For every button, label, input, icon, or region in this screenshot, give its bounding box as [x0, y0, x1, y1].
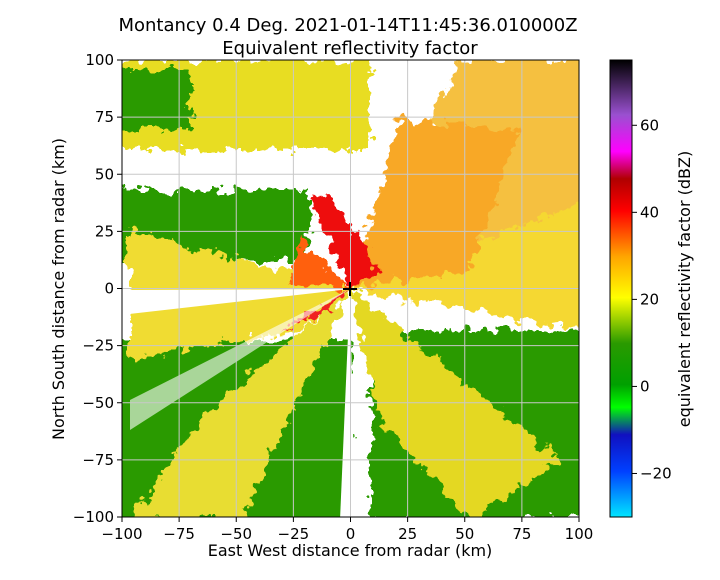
chart-title: Montancy 0.4 Deg. 2021-01-14T11:45:36.01…	[118, 15, 577, 36]
x-tick-label: −25	[278, 525, 310, 543]
colorbar-tick-label: 40	[640, 203, 659, 221]
x-tick-label: −50	[220, 525, 252, 543]
colorbar-label: equivalent reflectivity factor (dBZ)	[675, 151, 694, 427]
y-tick-label: −25	[82, 337, 114, 355]
colorbar-tick-label: 0	[640, 377, 650, 395]
y-tick-label: 50	[95, 165, 114, 183]
x-tick-label: 50	[455, 525, 474, 543]
chart-subtitle: Equivalent reflectivity factor	[222, 38, 478, 59]
y-tick-label: −50	[82, 394, 114, 412]
x-axis-label: East West distance from radar (km)	[208, 541, 493, 560]
x-tick-label: 75	[512, 525, 531, 543]
x-tick-label: −100	[101, 525, 142, 543]
y-tick-label: −75	[82, 451, 114, 469]
radar-location	[343, 282, 357, 296]
colorbar-tick-label: 60	[640, 116, 659, 134]
colorbar	[609, 59, 633, 518]
y-tick-label: 100	[85, 51, 114, 69]
colorbar-tick-label: −20	[640, 464, 672, 482]
y-axis-label: North South distance from radar (km)	[49, 138, 68, 440]
x-tick-label: 0	[346, 525, 356, 543]
y-tick-label: −100	[73, 508, 114, 526]
y-tick-label: 0	[104, 280, 114, 298]
y-tick-label: 25	[95, 222, 114, 240]
colorbar-tick-label: 20	[640, 290, 659, 308]
x-tick-label: 25	[398, 525, 417, 543]
x-tick-label: −75	[163, 525, 195, 543]
x-tick-label: 100	[565, 525, 594, 543]
y-tick-label: 75	[95, 108, 114, 126]
